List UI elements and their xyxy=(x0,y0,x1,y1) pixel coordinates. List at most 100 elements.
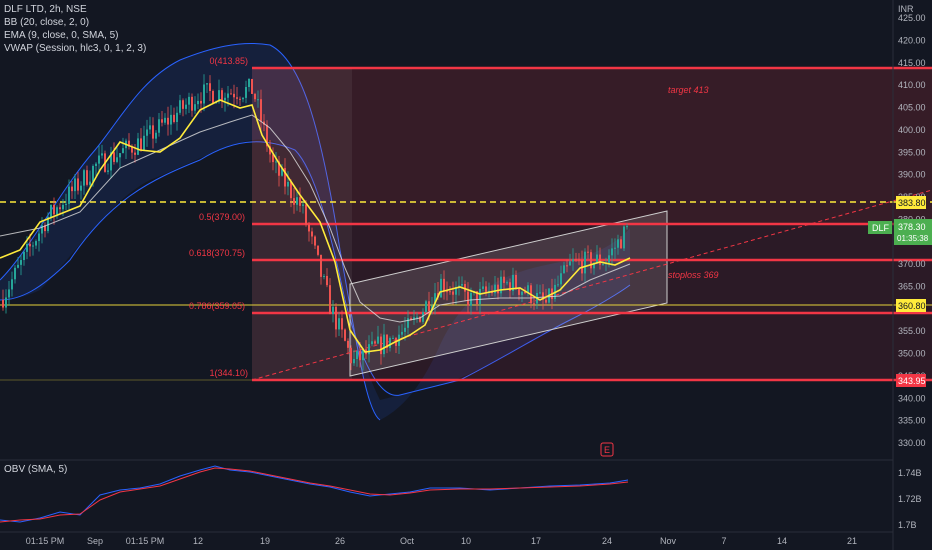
candle-body xyxy=(479,288,481,305)
candle-body xyxy=(476,291,478,305)
price-tick-label: 355.00 xyxy=(898,326,926,336)
candle-body xyxy=(269,146,271,155)
candle-body xyxy=(176,112,178,122)
candle-body xyxy=(266,124,268,147)
time-axis[interactable]: 01:15 PM Sep 01:15 PM 12 19 26 Oct 10 17 24 Nov 7 14… xyxy=(26,536,857,546)
candle-body xyxy=(569,261,571,266)
candle-body xyxy=(515,274,517,289)
candle-body xyxy=(302,204,304,206)
candle-body xyxy=(392,337,394,339)
candle-body xyxy=(455,286,457,295)
obv-legend[interactable]: OBV (SMA, 5) xyxy=(4,464,68,475)
candle-body xyxy=(542,292,544,300)
ticker-tag-bg xyxy=(868,221,892,234)
candle-body xyxy=(329,285,331,315)
candle-body xyxy=(26,243,28,252)
candle-body xyxy=(464,284,466,292)
obv-axis[interactable]: 1.74B 1.72B 1.7B xyxy=(898,468,922,530)
currency-label: INR xyxy=(898,4,914,14)
price-tick-label: 370.00 xyxy=(898,259,926,269)
candle-body xyxy=(107,170,109,172)
candle-body xyxy=(38,233,40,242)
candle-body xyxy=(353,359,355,364)
candle-body xyxy=(197,100,199,105)
candle-body xyxy=(359,350,361,361)
candle-body xyxy=(404,327,406,332)
candle-body xyxy=(503,276,505,283)
candle-body xyxy=(167,117,169,125)
candle-body xyxy=(506,282,508,284)
time-tick-label: 24 xyxy=(602,536,612,546)
price-tick-label: 425.00 xyxy=(898,13,926,23)
price-tick-label: 340.00 xyxy=(898,393,926,403)
candle-body xyxy=(251,78,253,94)
candle-body xyxy=(434,293,436,306)
candle-body xyxy=(32,245,34,247)
candle-body xyxy=(323,275,325,277)
candle-body xyxy=(326,275,328,286)
symbol-legend[interactable]: DLF LTD, 2h, NSE xyxy=(4,4,87,15)
candle-body xyxy=(11,279,13,290)
candle-body xyxy=(248,78,250,87)
candle-body xyxy=(374,341,376,344)
candle-body xyxy=(416,316,418,318)
candle-body xyxy=(623,226,625,249)
candle-body xyxy=(158,119,160,133)
candle-body xyxy=(275,161,277,163)
candle-body xyxy=(500,276,502,294)
price-tag-360-bg xyxy=(896,299,926,312)
candle-body xyxy=(260,99,262,122)
candle-body xyxy=(134,152,136,155)
candle-body xyxy=(602,264,604,266)
candle-body xyxy=(191,96,193,111)
bb-legend[interactable]: BB (20, close, 2, 0) xyxy=(4,17,90,28)
candle-body xyxy=(545,299,547,303)
candle-body xyxy=(8,289,10,298)
candle-body xyxy=(401,331,403,335)
obv-tick-label: 1.74B xyxy=(898,468,922,478)
candle-body xyxy=(608,255,610,263)
candle-body xyxy=(101,153,103,156)
bollinger-band-area xyxy=(0,43,630,421)
candle-body xyxy=(314,236,316,246)
candle-body xyxy=(29,243,31,247)
vwap-line xyxy=(0,114,631,323)
candle-body xyxy=(155,132,157,139)
time-tick-label: 26 xyxy=(335,536,345,546)
candle-body xyxy=(128,140,130,147)
earnings-event-icon[interactable] xyxy=(600,442,614,457)
candle-body xyxy=(161,119,163,123)
price-tick-label: 405.00 xyxy=(898,103,926,113)
time-tick-label: 10 xyxy=(461,536,471,546)
earnings-event-marker[interactable]: E xyxy=(600,442,614,457)
candle-body xyxy=(80,185,82,191)
candle-body xyxy=(71,186,73,192)
candle-body xyxy=(137,138,139,155)
candle-body xyxy=(218,90,220,102)
candle-body xyxy=(467,291,469,306)
candle-body xyxy=(560,273,562,285)
candle-body xyxy=(533,303,535,305)
candle-body xyxy=(185,104,187,109)
ticker-tag: DLF xyxy=(872,223,890,233)
candle-body xyxy=(332,306,334,315)
candle-body xyxy=(413,317,415,320)
candle-body xyxy=(593,262,595,269)
vwap-legend[interactable]: VWAP (Session, hlc3, 0, 1, 2, 3) xyxy=(4,43,147,54)
candle-body xyxy=(149,125,151,130)
candle-body xyxy=(482,286,484,289)
candle-body xyxy=(539,292,541,294)
price-tag-383-bg xyxy=(896,196,926,209)
candle-body xyxy=(35,241,37,246)
candle-body xyxy=(212,90,214,104)
candle-body xyxy=(371,341,373,345)
ema-legend[interactable]: EMA (9, close, 0, SMA, 5) xyxy=(4,30,119,41)
candle-body xyxy=(23,251,25,261)
candle-body xyxy=(611,248,613,256)
candle-body xyxy=(62,204,64,210)
candle-body xyxy=(194,104,196,111)
candle-body xyxy=(419,316,421,322)
price-tick-label: 365.00 xyxy=(898,282,926,292)
candle-body xyxy=(425,301,427,313)
